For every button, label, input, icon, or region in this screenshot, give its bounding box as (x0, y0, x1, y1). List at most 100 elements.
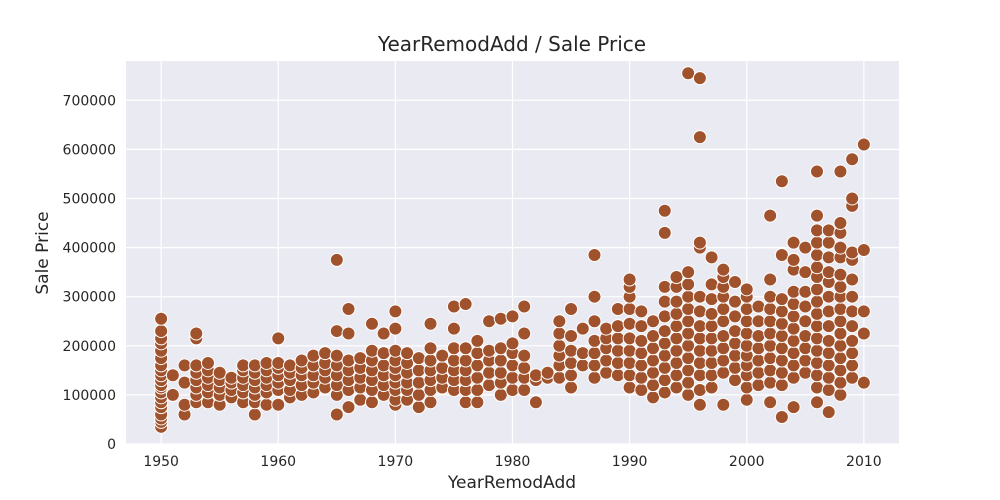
y-tick-label: 100000 (63, 388, 116, 404)
data-point (692, 343, 707, 358)
data-point (786, 309, 801, 324)
data-point (587, 333, 602, 348)
data-point (505, 382, 520, 397)
data-point (810, 223, 825, 238)
data-point (774, 328, 789, 343)
data-point (353, 392, 368, 407)
data-point (634, 346, 649, 361)
data-point (634, 358, 649, 373)
data-point (833, 216, 848, 231)
data-point (505, 309, 520, 324)
data-point (692, 289, 707, 304)
data-point (833, 279, 848, 294)
data-point (634, 333, 649, 348)
data-point (669, 380, 684, 395)
data-point (505, 370, 520, 385)
data-point (810, 343, 825, 358)
data-point (845, 152, 860, 167)
data-point (728, 274, 743, 289)
data-point (364, 343, 379, 358)
data-point (423, 353, 438, 368)
data-point (587, 370, 602, 385)
data-point (763, 395, 778, 410)
x-tick-label: 2000 (729, 454, 765, 470)
data-point (774, 292, 789, 307)
data-point (458, 341, 473, 356)
data-point (177, 358, 192, 373)
data-point (798, 299, 813, 314)
data-point (751, 314, 766, 329)
data-point (177, 375, 192, 390)
data-point (517, 326, 532, 341)
data-point (610, 331, 625, 346)
data-point (845, 370, 860, 385)
data-point (833, 387, 848, 402)
data-point (821, 223, 836, 238)
data-point (798, 328, 813, 343)
data-point (165, 387, 180, 402)
data-point (318, 346, 333, 361)
data-point (669, 319, 684, 334)
data-point (739, 326, 754, 341)
data-point (833, 363, 848, 378)
data-point (446, 341, 461, 356)
data-point (681, 375, 696, 390)
data-point (692, 397, 707, 412)
data-point (587, 346, 602, 361)
y-axis-label: Sale Price (33, 211, 53, 294)
data-point (177, 397, 192, 412)
data-point (845, 346, 860, 361)
data-point (856, 375, 871, 390)
data-point (786, 235, 801, 250)
data-point (482, 365, 497, 380)
data-point (517, 382, 532, 397)
data-point (154, 311, 169, 326)
data-point (646, 390, 661, 405)
data-point (646, 353, 661, 368)
data-point (587, 358, 602, 373)
data-point (786, 400, 801, 415)
x-axis-label: YearRemodAdd (447, 473, 576, 493)
data-point (517, 299, 532, 314)
data-point (692, 319, 707, 334)
data-point (774, 378, 789, 393)
data-point (388, 343, 403, 358)
data-point (622, 331, 637, 346)
data-point (681, 387, 696, 402)
data-point (564, 380, 579, 395)
data-point (774, 304, 789, 319)
data-point (482, 378, 497, 393)
data-point (833, 301, 848, 316)
data-point (224, 370, 239, 385)
data-point (622, 343, 637, 358)
data-point (692, 130, 707, 145)
data-point (728, 336, 743, 351)
data-point (716, 314, 731, 329)
data-point (458, 353, 473, 368)
data-point (646, 314, 661, 329)
data-point (669, 331, 684, 346)
data-point (810, 235, 825, 250)
data-point (458, 297, 473, 312)
data-point (329, 348, 344, 363)
data-point (763, 208, 778, 223)
data-point (704, 380, 719, 395)
data-point (329, 407, 344, 422)
data-point (341, 301, 356, 316)
data-point (259, 397, 274, 412)
data-point (376, 358, 391, 373)
data-point (634, 304, 649, 319)
data-point (774, 316, 789, 331)
data-point (669, 368, 684, 383)
data-point (657, 373, 672, 388)
y-tick-label: 700000 (63, 93, 116, 109)
data-point (271, 331, 286, 346)
data-point (728, 294, 743, 309)
data-point (810, 260, 825, 275)
data-point (774, 341, 789, 356)
data-point (411, 387, 426, 402)
chart-title: YearRemodAdd / Sale Price (377, 32, 646, 56)
data-point (692, 304, 707, 319)
data-point (646, 365, 661, 380)
data-point (400, 346, 415, 361)
